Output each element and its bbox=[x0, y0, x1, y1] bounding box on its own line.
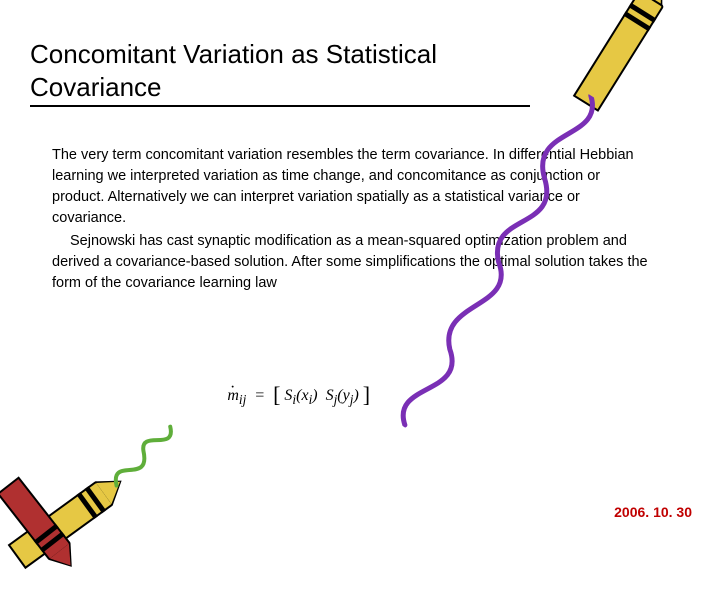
f-t1-arg: x bbox=[301, 387, 308, 404]
f-bracket-open: [ bbox=[273, 382, 280, 407]
formula: ·mij = [ Si(xi) Sj(yj) ] bbox=[222, 380, 370, 408]
f-t2-sub2: j bbox=[350, 392, 354, 407]
dot-accent: · bbox=[230, 379, 235, 396]
f-eq: = bbox=[254, 387, 265, 404]
f-t2-fn: S bbox=[326, 387, 334, 404]
f-t1-sub2: i bbox=[309, 392, 313, 407]
f-t2-arg: y bbox=[343, 387, 350, 404]
f-t1-sub: i bbox=[292, 392, 296, 407]
f-t2-sub: j bbox=[334, 392, 338, 407]
footer-date: 2006. 10. 30 bbox=[614, 504, 692, 520]
slide-title: Concomitant Variation as Statistical Cov… bbox=[30, 38, 530, 107]
f-lhs-sub: ij bbox=[239, 392, 246, 407]
crayon-top-right bbox=[526, 0, 720, 170]
